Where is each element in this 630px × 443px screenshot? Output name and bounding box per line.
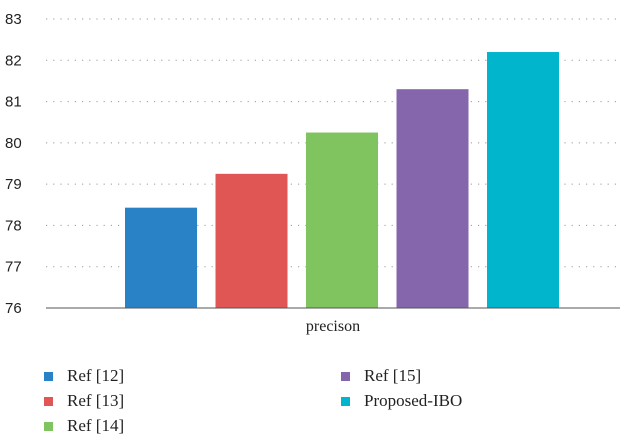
legend-swatch	[44, 371, 53, 381]
legend-swatch	[341, 396, 350, 406]
legend-label: Ref [13]	[67, 391, 125, 410]
bar-ref-15	[396, 89, 469, 308]
y-tick-label: 77	[5, 259, 22, 276]
legend-item: Ref [14]	[44, 416, 124, 436]
bar-group	[125, 52, 559, 309]
y-tick-label: 79	[5, 176, 22, 193]
bar-proposed-ibo	[487, 52, 559, 309]
bar-ref-12	[125, 207, 197, 308]
y-tick-label: 81	[5, 94, 22, 111]
legend-item: Ref [15]	[341, 366, 421, 386]
legend-label: Ref [12]	[67, 366, 125, 385]
category-label: precison	[306, 318, 360, 335]
bar-ref-13	[215, 173, 288, 308]
bar-ref-14	[306, 132, 378, 308]
legend-label: Ref [15]	[364, 366, 422, 385]
legend-item: Proposed-IBO	[341, 391, 462, 411]
y-tick-label: 80	[5, 135, 22, 152]
y-tick-label: 82	[5, 52, 22, 69]
legend-swatch	[44, 421, 53, 431]
legend-label: Proposed-IBO	[364, 391, 463, 410]
legend-item: Ref [12]	[44, 366, 124, 386]
y-tick-label: 78	[5, 217, 22, 234]
legend-label: Ref [14]	[67, 416, 125, 435]
legend-swatch	[341, 371, 350, 381]
bar-chart: 76 77 78 79 80 81 82 83 precison	[5, 11, 620, 335]
y-axis: 76 77 78 79 80 81 82 83	[5, 11, 22, 317]
y-tick-label: 76	[5, 300, 22, 317]
y-tick-label: 83	[5, 11, 22, 28]
legend-swatch	[44, 396, 53, 406]
legend-item: Ref [13]	[44, 391, 124, 411]
